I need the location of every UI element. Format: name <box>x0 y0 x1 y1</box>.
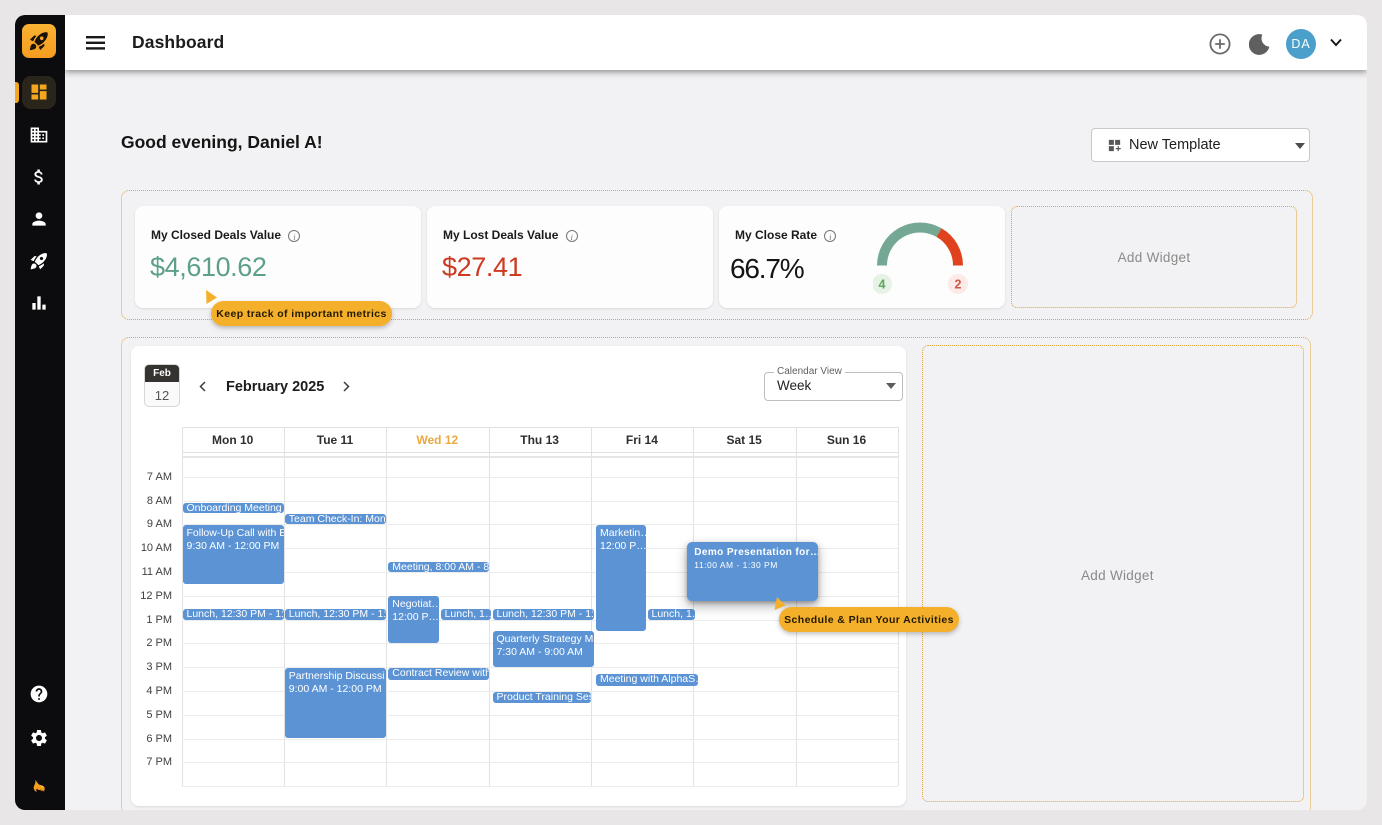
svg-text:4: 4 <box>879 278 886 292</box>
svg-text:2: 2 <box>955 278 962 292</box>
